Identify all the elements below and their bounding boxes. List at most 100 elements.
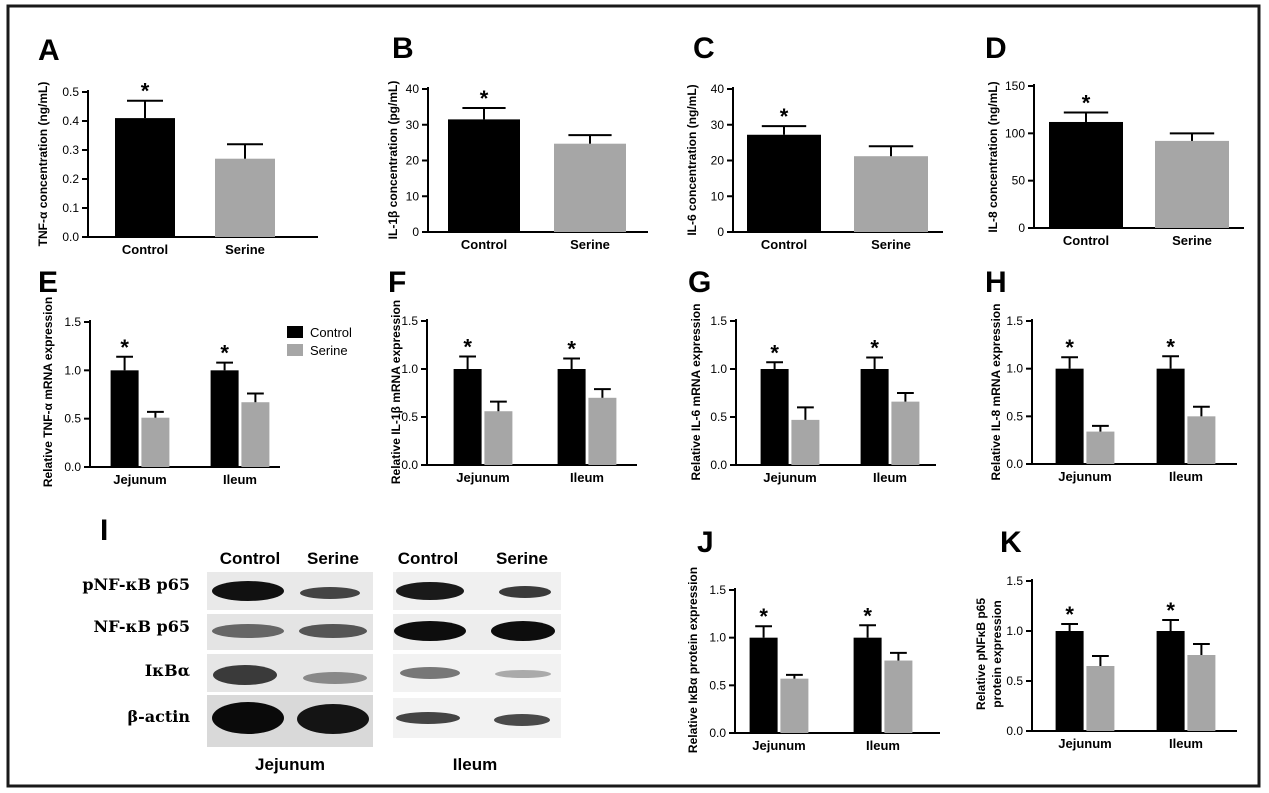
x-category-label: Jejunum	[1058, 736, 1111, 751]
legend-swatch-control	[287, 326, 303, 338]
panel-label-E: E	[38, 266, 58, 299]
panel-label-K: K	[1000, 526, 1022, 559]
band-ikba-ileum-serine	[495, 670, 551, 678]
bar	[557, 369, 586, 465]
legend-label-serine: Serine	[310, 343, 348, 358]
y-tick-label: 0	[717, 225, 724, 239]
significance-marker: *	[480, 86, 489, 111]
x-category-label: Jejunum	[113, 472, 166, 487]
x-category-label: Jejunum	[1058, 469, 1111, 484]
legend-label-control: Control	[310, 325, 352, 340]
x-category-label: Control	[761, 237, 807, 252]
band-nfkb-jejunum-control	[212, 624, 284, 638]
y-tick-label: 10	[711, 189, 725, 203]
significance-marker: *	[141, 79, 150, 104]
y-tick-label: 40	[711, 82, 725, 96]
y-tick-label: 0.5	[401, 410, 418, 424]
lane-header-serine-jejunum: Serine	[307, 549, 359, 568]
y-tick-label: 1.0	[710, 362, 727, 376]
y-axis-label: IL-6 concentration (ng/mL)	[685, 84, 699, 235]
x-category-label: Ileum	[570, 470, 604, 485]
x-category-label: Ileum	[1169, 469, 1203, 484]
row-label-pnfkb-p65: pNF-κB p65	[82, 575, 190, 594]
band-ikba-ileum-control	[400, 667, 460, 679]
band-ikba-jejunum-serine	[303, 672, 367, 684]
y-tick-label: 1.5	[1006, 574, 1023, 588]
x-category-label: Jejunum	[456, 470, 509, 485]
x-category-label: Ileum	[873, 470, 907, 485]
significance-marker: *	[1065, 335, 1074, 360]
bar	[1086, 431, 1115, 464]
panel-label-J: J	[697, 526, 714, 559]
significance-marker: *	[1082, 91, 1091, 116]
tissue-label-ileum: Ileum	[453, 755, 497, 774]
x-category-label: Ileum	[866, 738, 900, 753]
y-tick-label: 30	[711, 118, 725, 132]
bar	[791, 419, 820, 465]
significance-marker: *	[1065, 602, 1074, 627]
band-actin-ileum-serine	[494, 714, 550, 726]
x-category-label: Serine	[225, 242, 265, 257]
significance-marker: *	[120, 335, 129, 360]
lane-header-control-ileum: Control	[398, 549, 458, 568]
bar	[780, 678, 809, 733]
lane-header-serine-ileum: Serine	[496, 549, 548, 568]
panel-label-C: C	[693, 32, 715, 65]
legend-swatch-serine	[287, 344, 303, 356]
significance-marker: *	[870, 335, 879, 360]
band-nfkb-ileum-control	[394, 621, 466, 641]
western-blot-panel: I Control Serine Control Serine pNF-κB p…	[82, 514, 561, 774]
significance-marker: *	[567, 336, 576, 361]
y-tick-label: 1.0	[401, 362, 418, 376]
bar	[215, 158, 275, 237]
bar	[1155, 140, 1229, 228]
y-tick-label: 0.2	[62, 172, 79, 186]
bar	[554, 143, 626, 232]
panel-label-D: D	[985, 32, 1007, 65]
bar	[210, 370, 239, 467]
chart-e: E 0.0 0.5 1.0 1.5 Relative TNF-α mRNA express…	[38, 266, 280, 487]
bar	[141, 417, 170, 467]
charts-container: A 0.0 0.1 0.2 0.3 0.4 0.5 TNF-α concentration (…	[36, 32, 1244, 753]
y-tick-label: 0.0	[709, 726, 726, 740]
y-axis-label: Relative IL-1β mRNA expression	[389, 300, 403, 484]
significance-marker: *	[780, 104, 789, 129]
x-category-label: Ileum	[223, 472, 257, 487]
y-axis-label: protein expression	[990, 600, 1004, 707]
band-actin-jejunum-control	[212, 702, 284, 734]
chart-a: A 0.0 0.1 0.2 0.3 0.4 0.5 TNF-α concentration (…	[36, 34, 318, 257]
x-category-label: Control	[1063, 233, 1109, 248]
y-tick-label: 1.5	[710, 314, 727, 328]
panel-label-G: G	[688, 266, 711, 299]
significance-marker: *	[463, 335, 472, 360]
y-tick-label: 1.5	[64, 315, 81, 329]
y-tick-label: 40	[406, 82, 420, 96]
bar	[749, 637, 778, 733]
y-tick-label: 0.0	[64, 460, 81, 474]
significance-marker: *	[770, 340, 779, 365]
lane-header-control-jejunum: Control	[220, 549, 280, 568]
bar	[747, 134, 821, 232]
bar	[1055, 368, 1084, 464]
chart-k: K 0.0 0.5 1.0 1.5 Relative pNFκB p65 protein e…	[974, 526, 1237, 751]
bar	[588, 397, 617, 465]
y-axis-label: Relative IL-6 mRNA expression	[689, 304, 703, 481]
chart-b: B 0 10 20 30 40 IL-1β concentration (pg/mL) Con…	[386, 32, 648, 252]
y-tick-label: 0.3	[62, 143, 79, 157]
bar	[854, 156, 928, 232]
x-category-label: Serine	[1172, 233, 1212, 248]
tissue-label-jejunum: Jejunum	[255, 755, 325, 774]
band-pnfkb-ileum-serine	[499, 586, 551, 598]
bar	[1156, 631, 1185, 731]
y-axis-label: Relative IL-8 mRNA expression	[989, 304, 1003, 481]
band-actin-jejunum-serine	[297, 704, 369, 734]
bar	[241, 402, 270, 467]
band-pnfkb-jejunum-serine	[300, 587, 360, 599]
y-tick-label: 50	[1012, 174, 1026, 188]
y-tick-label: 1.0	[64, 363, 81, 377]
band-nfkb-ileum-serine	[491, 621, 555, 641]
y-tick-label: 0.0	[710, 458, 727, 472]
